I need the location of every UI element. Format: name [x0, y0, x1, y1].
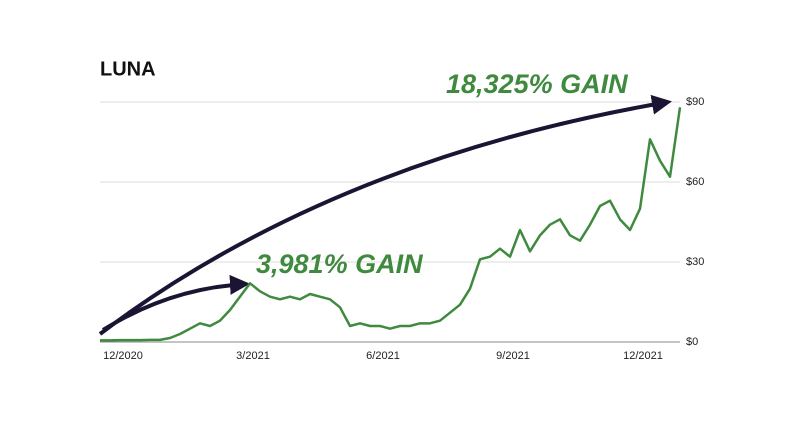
x-tick-label: 12/2020	[103, 350, 143, 362]
y-tick-label: $0	[686, 336, 698, 348]
line	[100, 107, 682, 342]
y-tick-label: $90	[686, 96, 704, 108]
y-tick-label: $30	[686, 256, 704, 268]
y-tick-label: $60	[686, 176, 704, 188]
x-tick-label: 3/2021	[236, 350, 270, 362]
x-tick-label: 6/2021	[366, 350, 400, 362]
x-tick-label: 9/2021	[496, 350, 530, 362]
arrow	[101, 274, 250, 332]
annotation: 18,325% GAIN	[446, 69, 628, 99]
x-tick-label: 12/2021	[623, 350, 663, 362]
chart-title: LUNA	[100, 58, 156, 80]
grid	[100, 101, 680, 343]
annotation: 3,981% GAIN	[256, 249, 423, 279]
arrow	[98, 94, 672, 336]
